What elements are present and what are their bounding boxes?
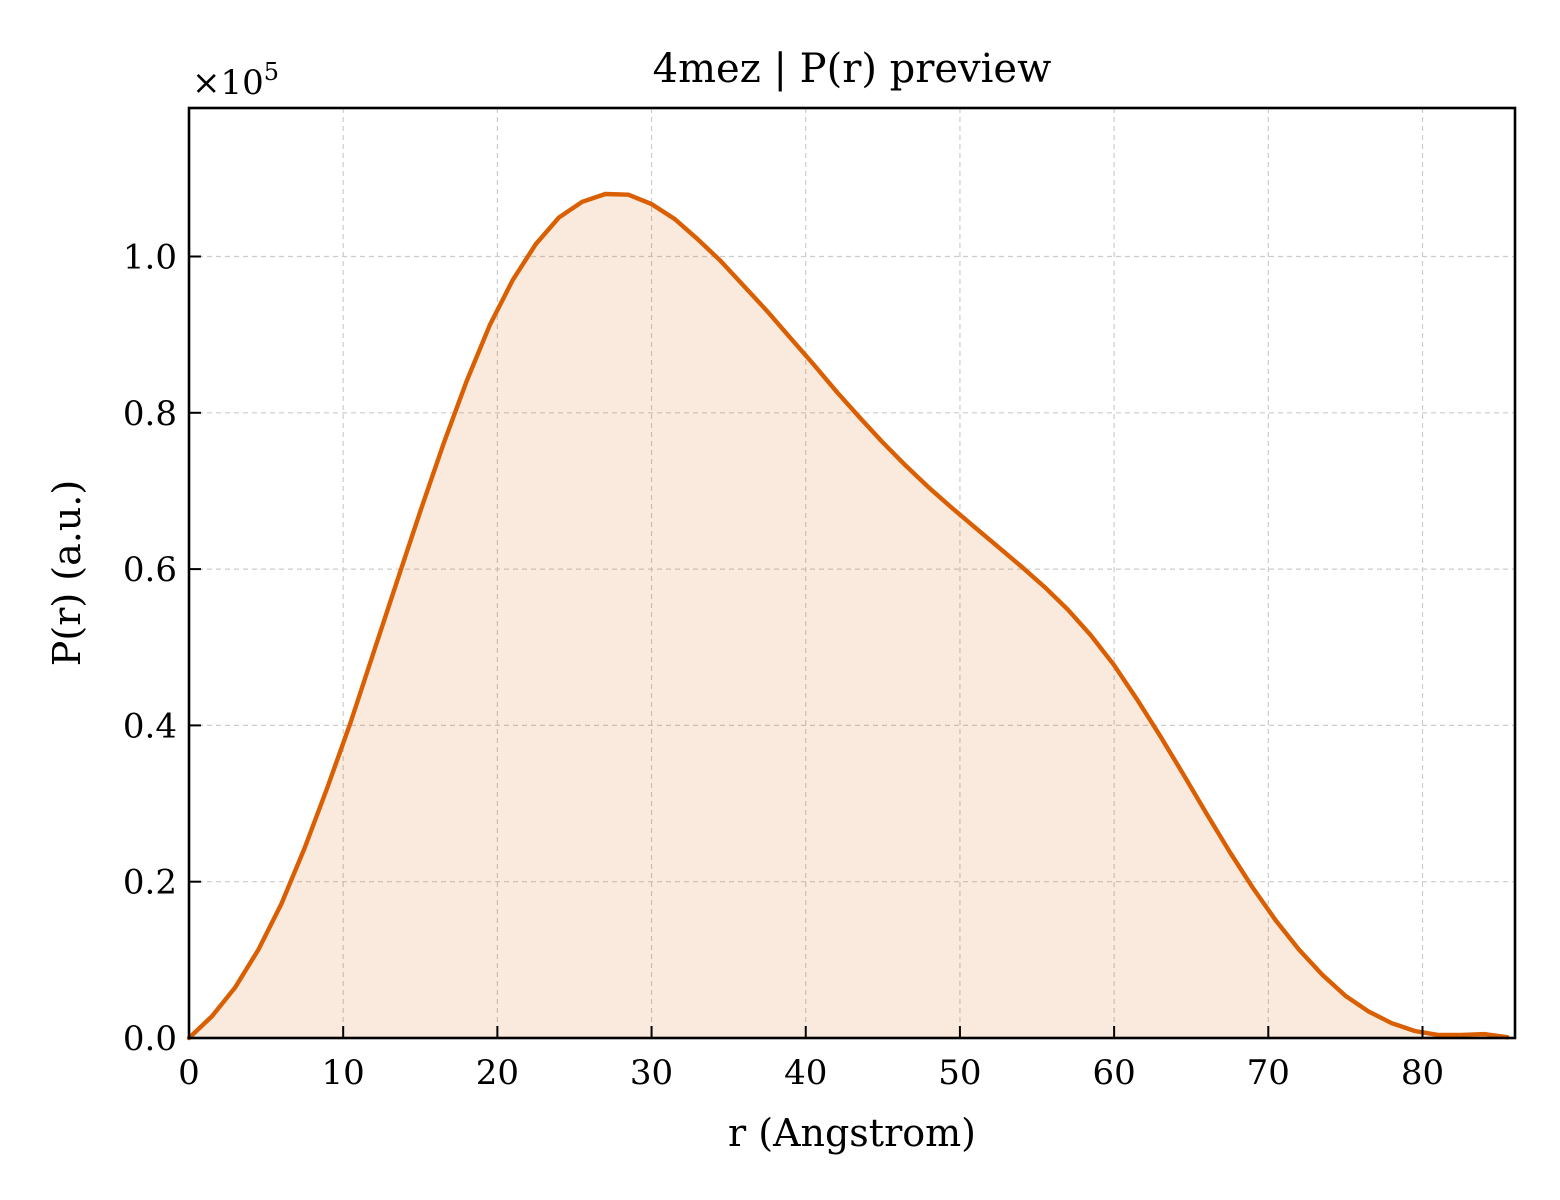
y-tick-label: 1.0 — [123, 237, 177, 277]
chart-title: 4mez | P(r) preview — [653, 46, 1052, 92]
x-axis-label: r (Angstrom) — [728, 1111, 976, 1155]
x-tick-label: 70 — [1247, 1053, 1290, 1093]
y-multiplier: ×105 — [192, 58, 279, 103]
y-multiplier-base: ×10 — [192, 63, 264, 103]
x-tick-label: 30 — [630, 1053, 673, 1093]
x-tick-label: 60 — [1092, 1053, 1135, 1093]
x-tick-label: 40 — [784, 1053, 827, 1093]
y-tick-label: 0.4 — [123, 706, 177, 746]
tick-layer: 0 10 20 30 40 50 60 70 80 0.0 0.2 0.4 0.6 0.8 1.0 — [123, 237, 1444, 1093]
y-axis-label: P(r) (a.u.) — [45, 480, 89, 666]
x-tick-label: 50 — [938, 1053, 981, 1093]
y-tick-label: 0.8 — [123, 394, 177, 434]
x-tick-label: 20 — [476, 1053, 519, 1093]
y-tick-label: 0.2 — [123, 863, 177, 903]
x-tick-label: 0 — [178, 1053, 200, 1093]
y-multiplier-exponent: 5 — [264, 58, 279, 86]
y-tick-label: 0.6 — [123, 550, 177, 590]
pr-curve — [186, 191, 1510, 1041]
y-tick-label: 0.0 — [123, 1019, 177, 1059]
plot-frame — [187, 106, 1517, 1040]
x-tick-label: 10 — [322, 1053, 365, 1093]
x-tick-label: 80 — [1401, 1053, 1444, 1093]
pr-area-fill — [189, 194, 1508, 1038]
